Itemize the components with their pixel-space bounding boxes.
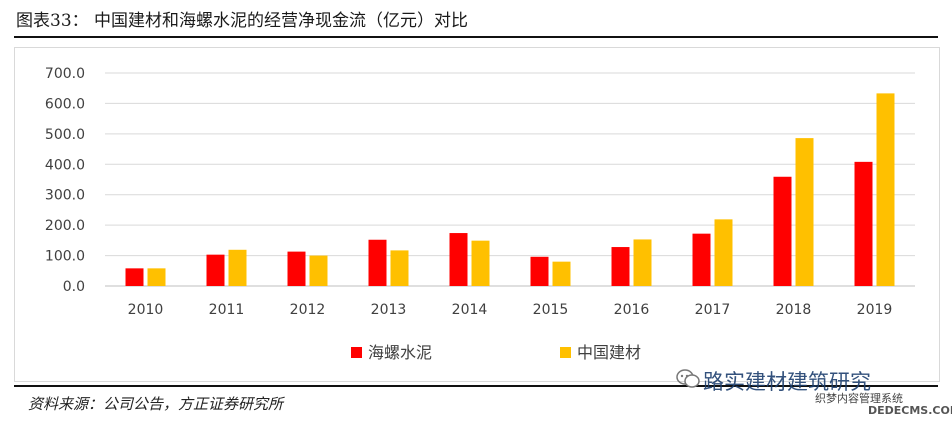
footer-rule bbox=[14, 385, 938, 387]
bar-conch-2013 bbox=[368, 239, 387, 286]
bar-cnbm-2010 bbox=[147, 268, 166, 286]
bar-conch-2010 bbox=[125, 268, 144, 286]
bar-conch-2018 bbox=[773, 176, 792, 286]
wechat-icon bbox=[676, 369, 700, 388]
x-tick-label: 2019 bbox=[857, 302, 893, 318]
bar-cnbm-2013 bbox=[390, 250, 409, 286]
bar-cnbm-2016 bbox=[633, 239, 652, 286]
chart-area: 0.0 100.0 200.0 300.0 400.0 500.0 600.0 700.0 2… bbox=[14, 47, 940, 382]
bar-conch-2017 bbox=[692, 233, 711, 286]
x-tick-label: 2010 bbox=[128, 302, 164, 318]
y-tick-label: 300.0 bbox=[45, 188, 85, 204]
bar-cnbm-2012 bbox=[309, 255, 328, 286]
x-tick-label: 2011 bbox=[209, 302, 245, 318]
legend-swatch bbox=[560, 347, 571, 358]
watermark-line2: 织梦内容管理系统 bbox=[815, 392, 903, 405]
bar-conch-2019 bbox=[854, 161, 873, 286]
bar-conch-2011 bbox=[206, 254, 225, 286]
y-axis: 0.0 100.0 200.0 300.0 400.0 500.0 600.0 700.0 bbox=[45, 66, 85, 295]
chart-title: 图表33： 中国建材和海螺水泥的经营净现金流（亿元）对比 bbox=[16, 11, 469, 31]
x-tick-label: 2013 bbox=[371, 302, 407, 318]
bar-conch-2016 bbox=[611, 247, 630, 286]
x-tick-label: 2016 bbox=[614, 302, 650, 318]
bar-cnbm-2017 bbox=[714, 219, 733, 286]
bar-cnbm-2014 bbox=[471, 240, 490, 286]
bar-conch-2015 bbox=[530, 256, 549, 286]
y-tick-label: 200.0 bbox=[45, 218, 85, 234]
bar-conch-2012 bbox=[287, 251, 306, 286]
y-tick-label: 700.0 bbox=[45, 66, 85, 82]
bars bbox=[125, 93, 895, 286]
y-tick-label: 400.0 bbox=[45, 157, 85, 173]
title-rule bbox=[14, 36, 938, 38]
bar-cnbm-2011 bbox=[228, 249, 247, 286]
legend-swatch bbox=[351, 347, 362, 358]
bar-cnbm-2015 bbox=[552, 261, 571, 286]
bar-cnbm-2019 bbox=[876, 93, 895, 286]
x-tick-label: 2018 bbox=[776, 302, 812, 318]
legend-label: 中国建材 bbox=[577, 343, 641, 362]
x-tick-label: 2012 bbox=[290, 302, 326, 318]
x-tick-label: 2014 bbox=[452, 302, 488, 318]
watermark-line3: DEDECMS.COM bbox=[868, 404, 952, 417]
source-note: 资料来源：公司公告，方正证券研究所 bbox=[28, 395, 284, 413]
bar-conch-2014 bbox=[449, 233, 468, 286]
bar-chart: 0.0 100.0 200.0 300.0 400.0 500.0 600.0 700.0 2… bbox=[45, 66, 915, 362]
y-tick-label: 0.0 bbox=[63, 279, 85, 295]
legend: 海螺水泥 中国建材 bbox=[351, 343, 641, 362]
legend-label: 海螺水泥 bbox=[368, 343, 432, 362]
gridlines bbox=[105, 72, 915, 287]
x-tick-label: 2015 bbox=[533, 302, 569, 318]
y-tick-label: 100.0 bbox=[45, 249, 85, 265]
y-tick-label: 600.0 bbox=[45, 96, 85, 112]
bar-cnbm-2018 bbox=[795, 138, 814, 286]
x-tick-label: 2017 bbox=[695, 302, 731, 318]
watermark-text: 路实建材建筑研究 bbox=[703, 370, 871, 394]
y-tick-label: 500.0 bbox=[45, 127, 85, 143]
x-axis: 2010 2011 2012 2013 2014 2015 2016 2017 2018 2019 bbox=[128, 302, 893, 318]
